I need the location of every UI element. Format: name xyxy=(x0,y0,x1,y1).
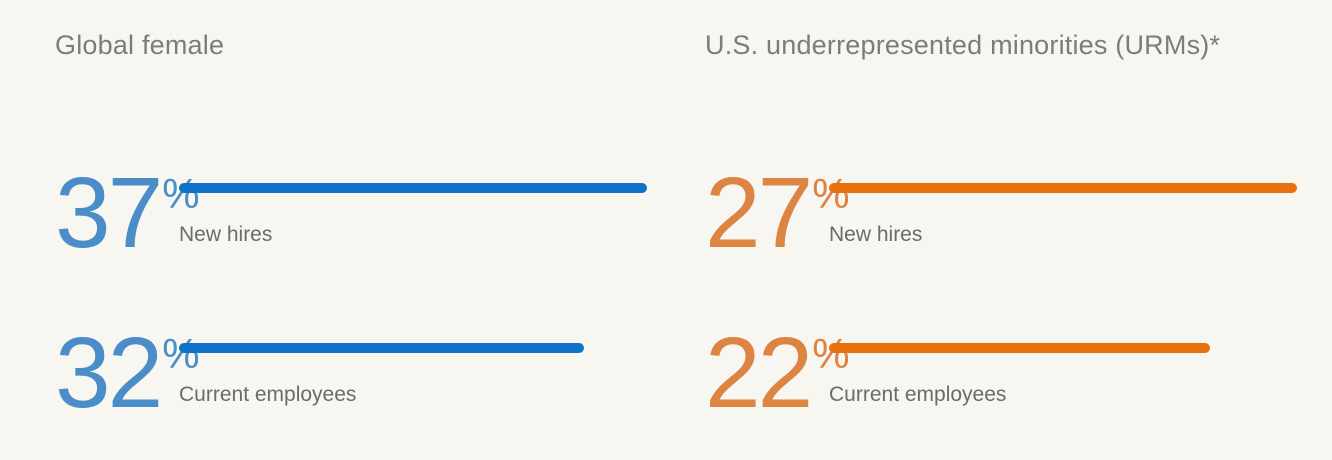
section-title-urm: U.S. underrepresented minorities (URMs)* xyxy=(705,30,1221,60)
bar-group: Current employees xyxy=(829,343,1210,407)
bar-label-current-employees: Current employees xyxy=(829,383,1007,406)
bar-label-new-hires: New hires xyxy=(179,223,273,246)
urm-section: U.S. underrepresented minorities (URMs)*… xyxy=(705,0,1315,460)
bar-group: New hires xyxy=(179,183,647,247)
stat-row-urm-new-hires: 27% New hires xyxy=(705,160,1315,280)
stat-number: 22 xyxy=(705,317,813,429)
bar-label-current-employees: Current employees xyxy=(179,383,357,406)
bar-global-current-employees xyxy=(179,343,584,353)
percent-sign: % xyxy=(162,330,200,377)
percent-sign: % xyxy=(162,170,200,217)
section-title-global-female: Global female xyxy=(55,30,225,60)
global-female-section: Global female 37% New hires 32% Current … xyxy=(55,0,665,460)
percent-sign: % xyxy=(812,170,850,217)
bar-group: New hires xyxy=(829,183,1297,247)
stat-row-global-current-employees: 32% Current employees xyxy=(55,320,665,440)
percent-sign: % xyxy=(812,330,850,377)
bar-urm-current-employees xyxy=(829,343,1210,353)
bar-label-new-hires: New hires xyxy=(829,223,923,246)
stat-row-global-new-hires: 37% New hires xyxy=(55,160,665,280)
stat-number: 32 xyxy=(55,317,163,429)
stat-row-urm-current-employees: 22% Current employees xyxy=(705,320,1315,440)
stat-value-global-new-hires: 37% xyxy=(55,163,200,263)
stat-number: 27 xyxy=(705,157,813,269)
stat-value-urm-current-employees: 22% xyxy=(705,323,850,423)
bar-global-new-hires xyxy=(179,183,647,193)
stat-number: 37 xyxy=(55,157,163,269)
bar-urm-new-hires xyxy=(829,183,1297,193)
bar-group: Current employees xyxy=(179,343,584,407)
stat-value-global-current-employees: 32% xyxy=(55,323,200,423)
stat-value-urm-new-hires: 27% xyxy=(705,163,850,263)
